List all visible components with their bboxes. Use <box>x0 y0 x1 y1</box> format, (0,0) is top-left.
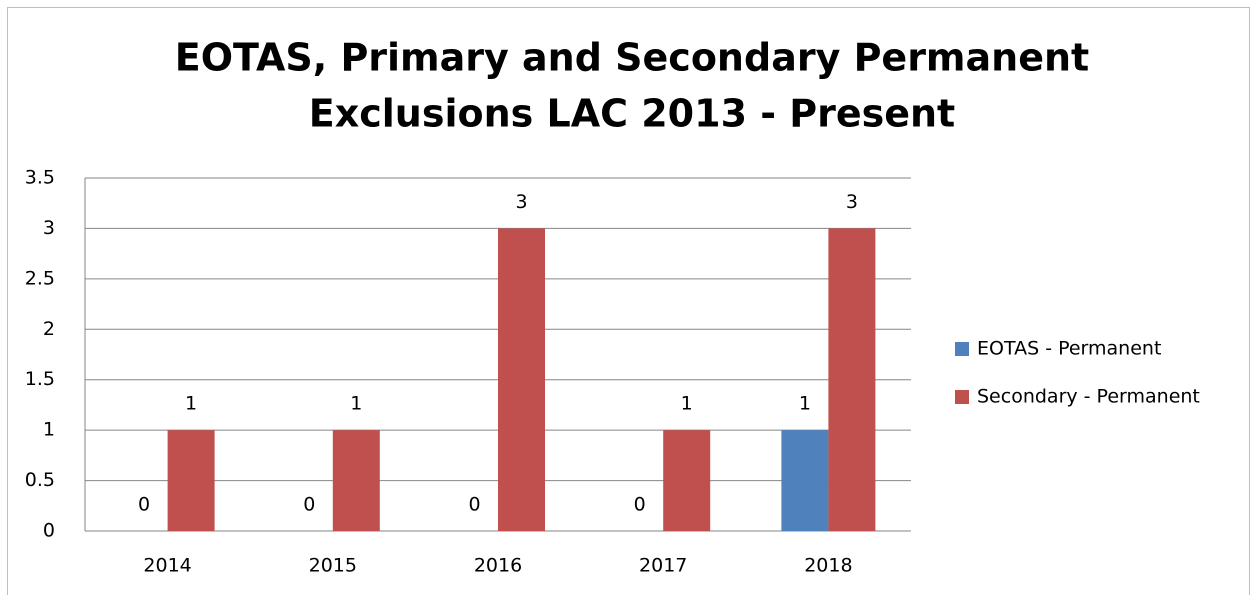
y-tick-label: 2.5 <box>25 267 55 289</box>
legend-label: EOTAS - Permanent <box>977 338 1161 360</box>
y-tick-label: 1.5 <box>25 368 55 390</box>
data-label: 0 <box>634 494 646 516</box>
legend-label: Secondary - Permanent <box>977 386 1200 408</box>
data-label: 1 <box>681 393 693 415</box>
y-tick-label: 0 <box>43 520 55 542</box>
bar <box>663 430 711 531</box>
x-tick-label: 2017 <box>639 555 687 577</box>
bar <box>781 430 829 531</box>
data-label: 0 <box>303 494 315 516</box>
bar <box>332 430 380 531</box>
x-tick-label: 2014 <box>143 555 191 577</box>
x-tick-label: 2018 <box>804 555 852 577</box>
bar <box>167 430 215 531</box>
y-tick-label: 3.5 <box>25 167 55 189</box>
data-label: 3 <box>846 191 858 213</box>
data-label: 1 <box>185 393 197 415</box>
chart-title: Exclusions LAC 2013 - Present <box>309 92 955 136</box>
y-tick-label: 3 <box>43 217 55 239</box>
y-tick-label: 2 <box>43 318 55 340</box>
legend-swatch <box>955 390 969 404</box>
data-label: 0 <box>138 494 150 516</box>
data-label: 1 <box>799 393 811 415</box>
data-label: 3 <box>515 191 527 213</box>
bar <box>828 228 876 531</box>
chart-title: EOTAS, Primary and Secondary Permanent <box>175 36 1089 80</box>
x-tick-label: 2015 <box>309 555 357 577</box>
data-label: 1 <box>350 393 362 415</box>
y-tick-label: 1 <box>43 419 55 441</box>
x-tick-label: 2016 <box>474 555 522 577</box>
bar <box>498 228 545 531</box>
y-tick-label: 0.5 <box>25 469 55 491</box>
data-label: 0 <box>468 494 480 516</box>
legend-swatch <box>955 342 969 356</box>
